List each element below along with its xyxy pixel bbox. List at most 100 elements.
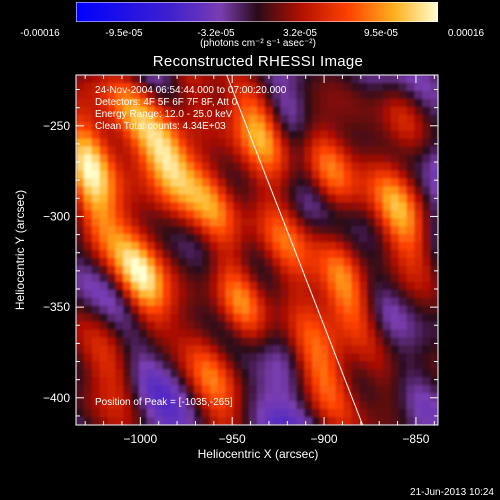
- heatmap-cell: [296, 409, 305, 418]
- heatmap-cell: [414, 154, 423, 164]
- heatmap-cell: [327, 130, 337, 140]
- heatmap-cell: [186, 345, 195, 354]
- heatmap-cell: [296, 257, 305, 267]
- heatmap-cell: [76, 361, 85, 370]
- heatmap-cell: [430, 250, 438, 259]
- heatmap-cell: [375, 369, 384, 378]
- heatmap-cell: [209, 337, 219, 347]
- heatmap-cell: [170, 313, 179, 323]
- heatmap-cell: [170, 289, 179, 299]
- heatmap-cell: [280, 210, 290, 219]
- heatmap-cell: [280, 138, 290, 148]
- heatmap-cell: [233, 218, 242, 227]
- heatmap-cell: [319, 305, 329, 315]
- heatmap-cell: [272, 186, 282, 195]
- heatmap-cell: [138, 178, 148, 187]
- heatmap-cell: [375, 353, 384, 362]
- heatmap-cell: [312, 313, 321, 323]
- heatmap-cell: [327, 90, 337, 100]
- heatmap-cell: [335, 154, 345, 164]
- heatmap-cell: [107, 313, 116, 323]
- heatmap-cell: [359, 385, 368, 394]
- heatmap-cell: [296, 146, 305, 156]
- heatmap-cell: [382, 138, 392, 148]
- heatmap-cell: [99, 82, 109, 92]
- heatmap-cell: [335, 409, 345, 418]
- heatmap-cell: [304, 385, 313, 394]
- heatmap-cell: [162, 417, 172, 425]
- heatmap-cell: [272, 289, 282, 299]
- heatmap-cell: [327, 218, 337, 227]
- heatmap-cell: [225, 393, 234, 402]
- heatmap-cell: [154, 202, 164, 211]
- heatmap-cell: [272, 361, 282, 370]
- heatmap-cell: [375, 106, 384, 116]
- heatmap-cell: [327, 385, 337, 394]
- heatmap-cell: [115, 385, 124, 394]
- heatmap-cell: [257, 90, 266, 100]
- heatmap-cell: [107, 321, 116, 331]
- heatmap-cell: [296, 393, 305, 402]
- heatmap-cell: [217, 178, 227, 187]
- heatmap-cell: [83, 385, 93, 394]
- heatmap-cell: [406, 250, 415, 259]
- heatmap-cell: [201, 82, 211, 92]
- heatmap-cell: [375, 75, 384, 84]
- heatmap-cell: [414, 257, 423, 267]
- heatmap-cell: [107, 194, 116, 203]
- heatmap-cell: [359, 297, 368, 307]
- heatmap-cell: [233, 361, 242, 370]
- heatmap-cell: [398, 361, 408, 370]
- heatmap-cell: [422, 122, 431, 132]
- heatmap-cell: [382, 234, 392, 243]
- heatmap-cell: [99, 114, 109, 124]
- heatmap-cell: [312, 154, 321, 164]
- heatmap-cell: [83, 162, 93, 172]
- heatmap-cell: [194, 401, 203, 410]
- heatmap-cell: [335, 393, 345, 402]
- heatmap-cell: [91, 130, 101, 140]
- heatmap-cell: [249, 170, 258, 179]
- heatmap-cell: [312, 273, 321, 283]
- heatmap-cell: [107, 393, 116, 402]
- heatmap-cell: [225, 162, 234, 172]
- heatmap-cell: [406, 257, 415, 267]
- heatmap-cell: [138, 273, 148, 283]
- heatmap-cell: [99, 202, 109, 211]
- heatmap-cell: [430, 313, 438, 323]
- heatmap-cell: [288, 273, 297, 283]
- heatmap-cell: [131, 393, 140, 402]
- heatmap-cell: [327, 297, 337, 307]
- heatmap-cell: [186, 186, 195, 195]
- heatmap-cell: [217, 353, 227, 362]
- heatmap-cell: [367, 162, 376, 172]
- heatmap-cell: [146, 106, 156, 116]
- heatmap-cell: [264, 114, 274, 124]
- heatmap-cell: [312, 265, 321, 275]
- heatmap-cell: [194, 122, 203, 132]
- heatmap-cell: [170, 75, 179, 84]
- heatmap-cell: [209, 202, 219, 211]
- heatmap-cell: [257, 353, 266, 362]
- heatmap-cell: [115, 186, 124, 195]
- heatmap-cell: [335, 114, 345, 124]
- heatmap-cell: [406, 106, 415, 116]
- heatmap-cell: [131, 146, 140, 156]
- heatmap-cell: [115, 170, 124, 179]
- heatmap-cell: [131, 305, 140, 315]
- heatmap-cell: [414, 265, 423, 275]
- heatmap-cell: [83, 265, 93, 275]
- heatmap-cell: [217, 313, 227, 323]
- heatmap-cell: [201, 130, 211, 140]
- heatmap-cell: [233, 146, 242, 156]
- heatmap-cell: [288, 409, 297, 418]
- heatmap-cell: [430, 210, 438, 219]
- heatmap-cell: [217, 75, 227, 84]
- heatmap-cell: [146, 313, 156, 323]
- heatmap-cell: [217, 345, 227, 354]
- heatmap-cell: [343, 194, 353, 203]
- heatmap-cell: [107, 234, 116, 243]
- heatmap-cell: [201, 409, 211, 418]
- heatmap-cell: [249, 114, 258, 124]
- heatmap-cell: [170, 250, 179, 259]
